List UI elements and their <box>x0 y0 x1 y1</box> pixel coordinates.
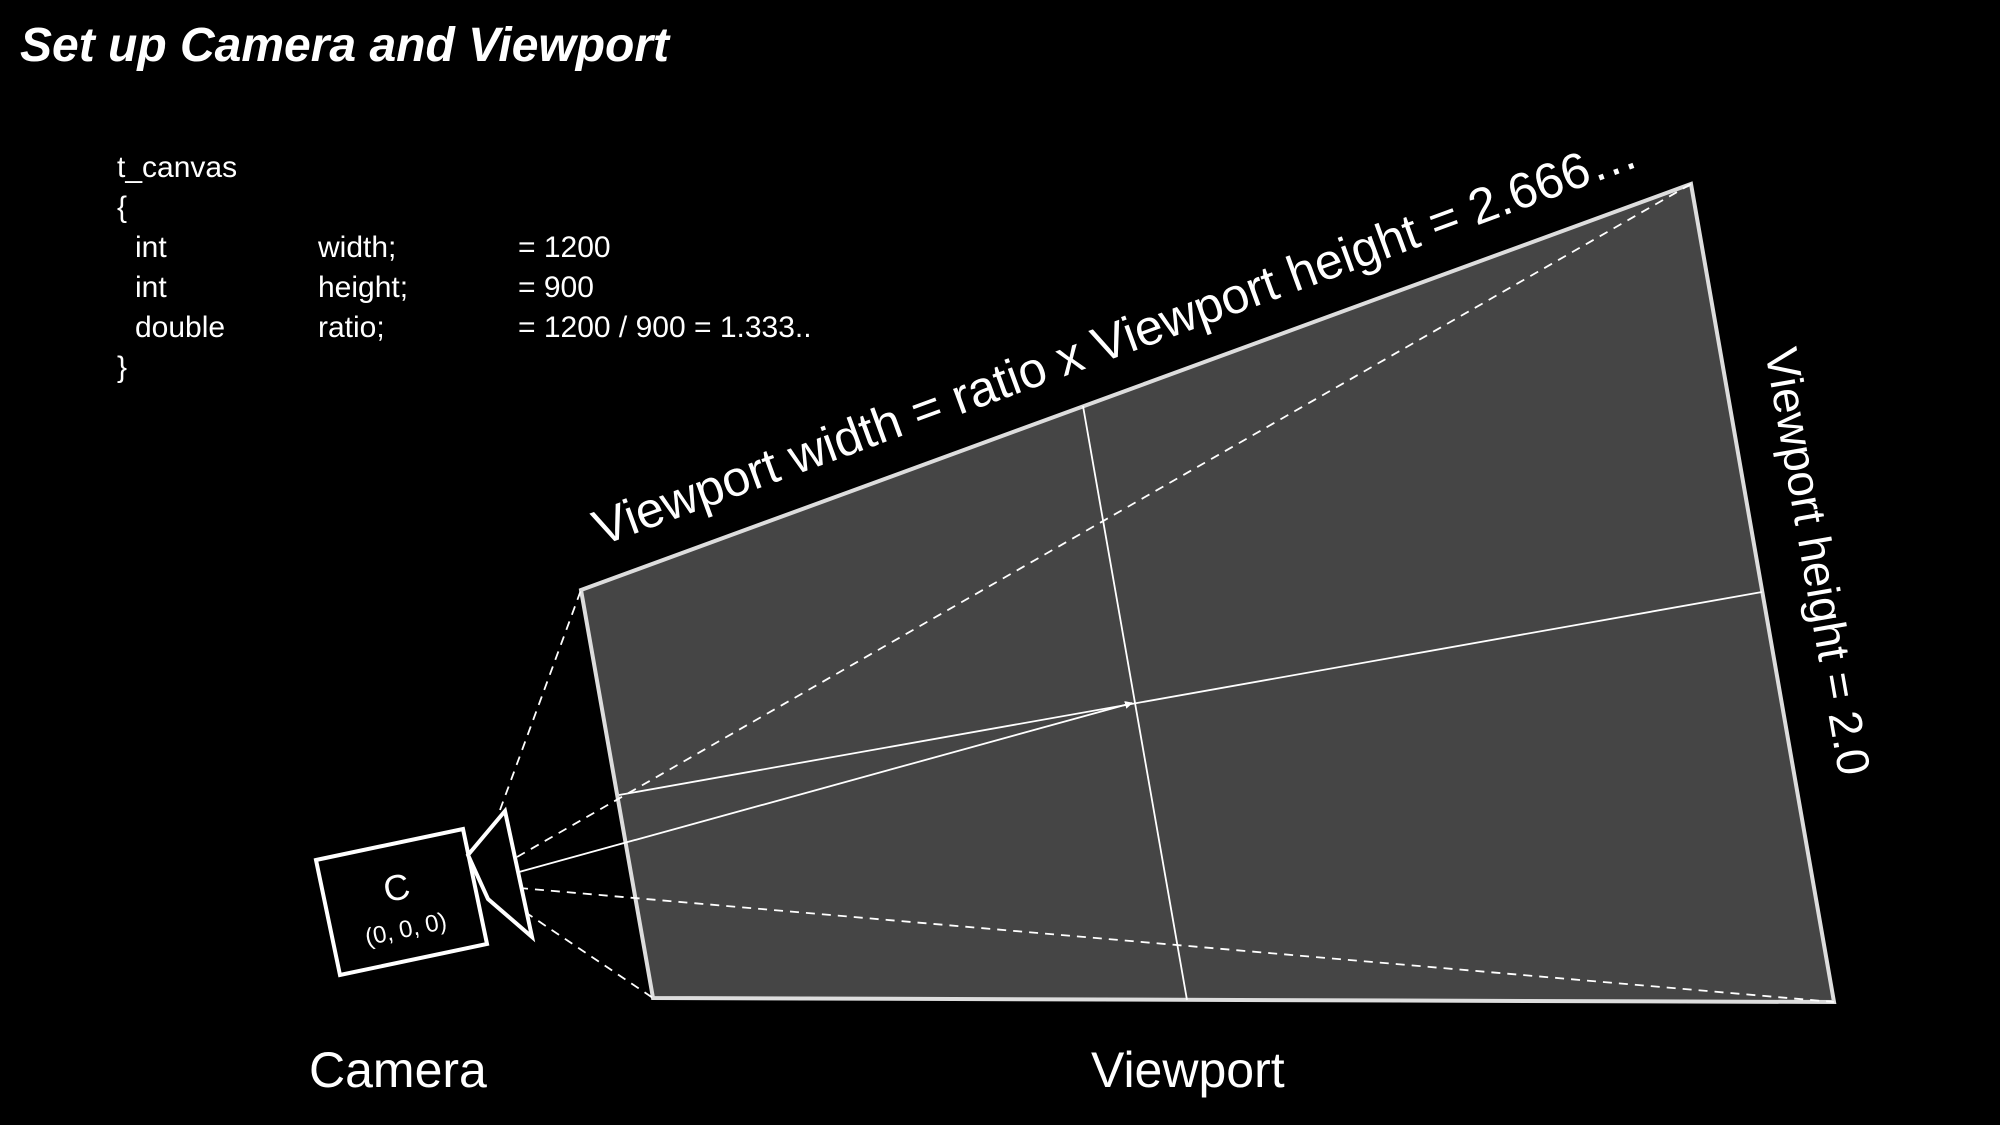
field-type: int <box>135 231 167 264</box>
field-type: int <box>135 271 167 304</box>
viewport-caption: Viewport <box>1091 1042 1285 1098</box>
field-value: = 1200 / 900 = 1.333.. <box>518 311 812 344</box>
view-direction-ray <box>518 701 1133 873</box>
field-type: double <box>135 311 226 344</box>
frustum-line-bottom-right <box>518 887 1835 1003</box>
field-name: ratio; <box>318 311 385 344</box>
viewport-plane <box>578 181 1837 1005</box>
camera-lens <box>465 806 536 943</box>
field-height: int height; = 900 <box>117 268 594 308</box>
slide-title: Set up Camera and Viewport <box>20 19 670 72</box>
field-name: width; <box>318 231 397 264</box>
field-name: height; <box>318 271 409 304</box>
field-value: = 900 <box>518 271 594 304</box>
camera-body <box>313 826 490 978</box>
viewport-horizontal-centerline <box>618 591 1763 796</box>
frustum-line-top-left <box>499 589 582 811</box>
open-brace: { <box>117 191 128 224</box>
close-brace: } <box>117 351 128 384</box>
struct-name: t_canvas <box>117 151 238 184</box>
frustum-line-bottom-left <box>524 911 654 999</box>
field-value: = 1200 <box>518 231 611 264</box>
field-ratio: double ratio; = 1200 / 900 = 1.333.. <box>117 308 812 348</box>
camera-caption: Camera <box>309 1042 487 1098</box>
frustum-line-top-right <box>516 183 1692 858</box>
field-width: int width; = 1200 <box>117 228 611 268</box>
canvas-struct-code: t_canvas { int width; = 1200 int height;… <box>117 148 812 388</box>
